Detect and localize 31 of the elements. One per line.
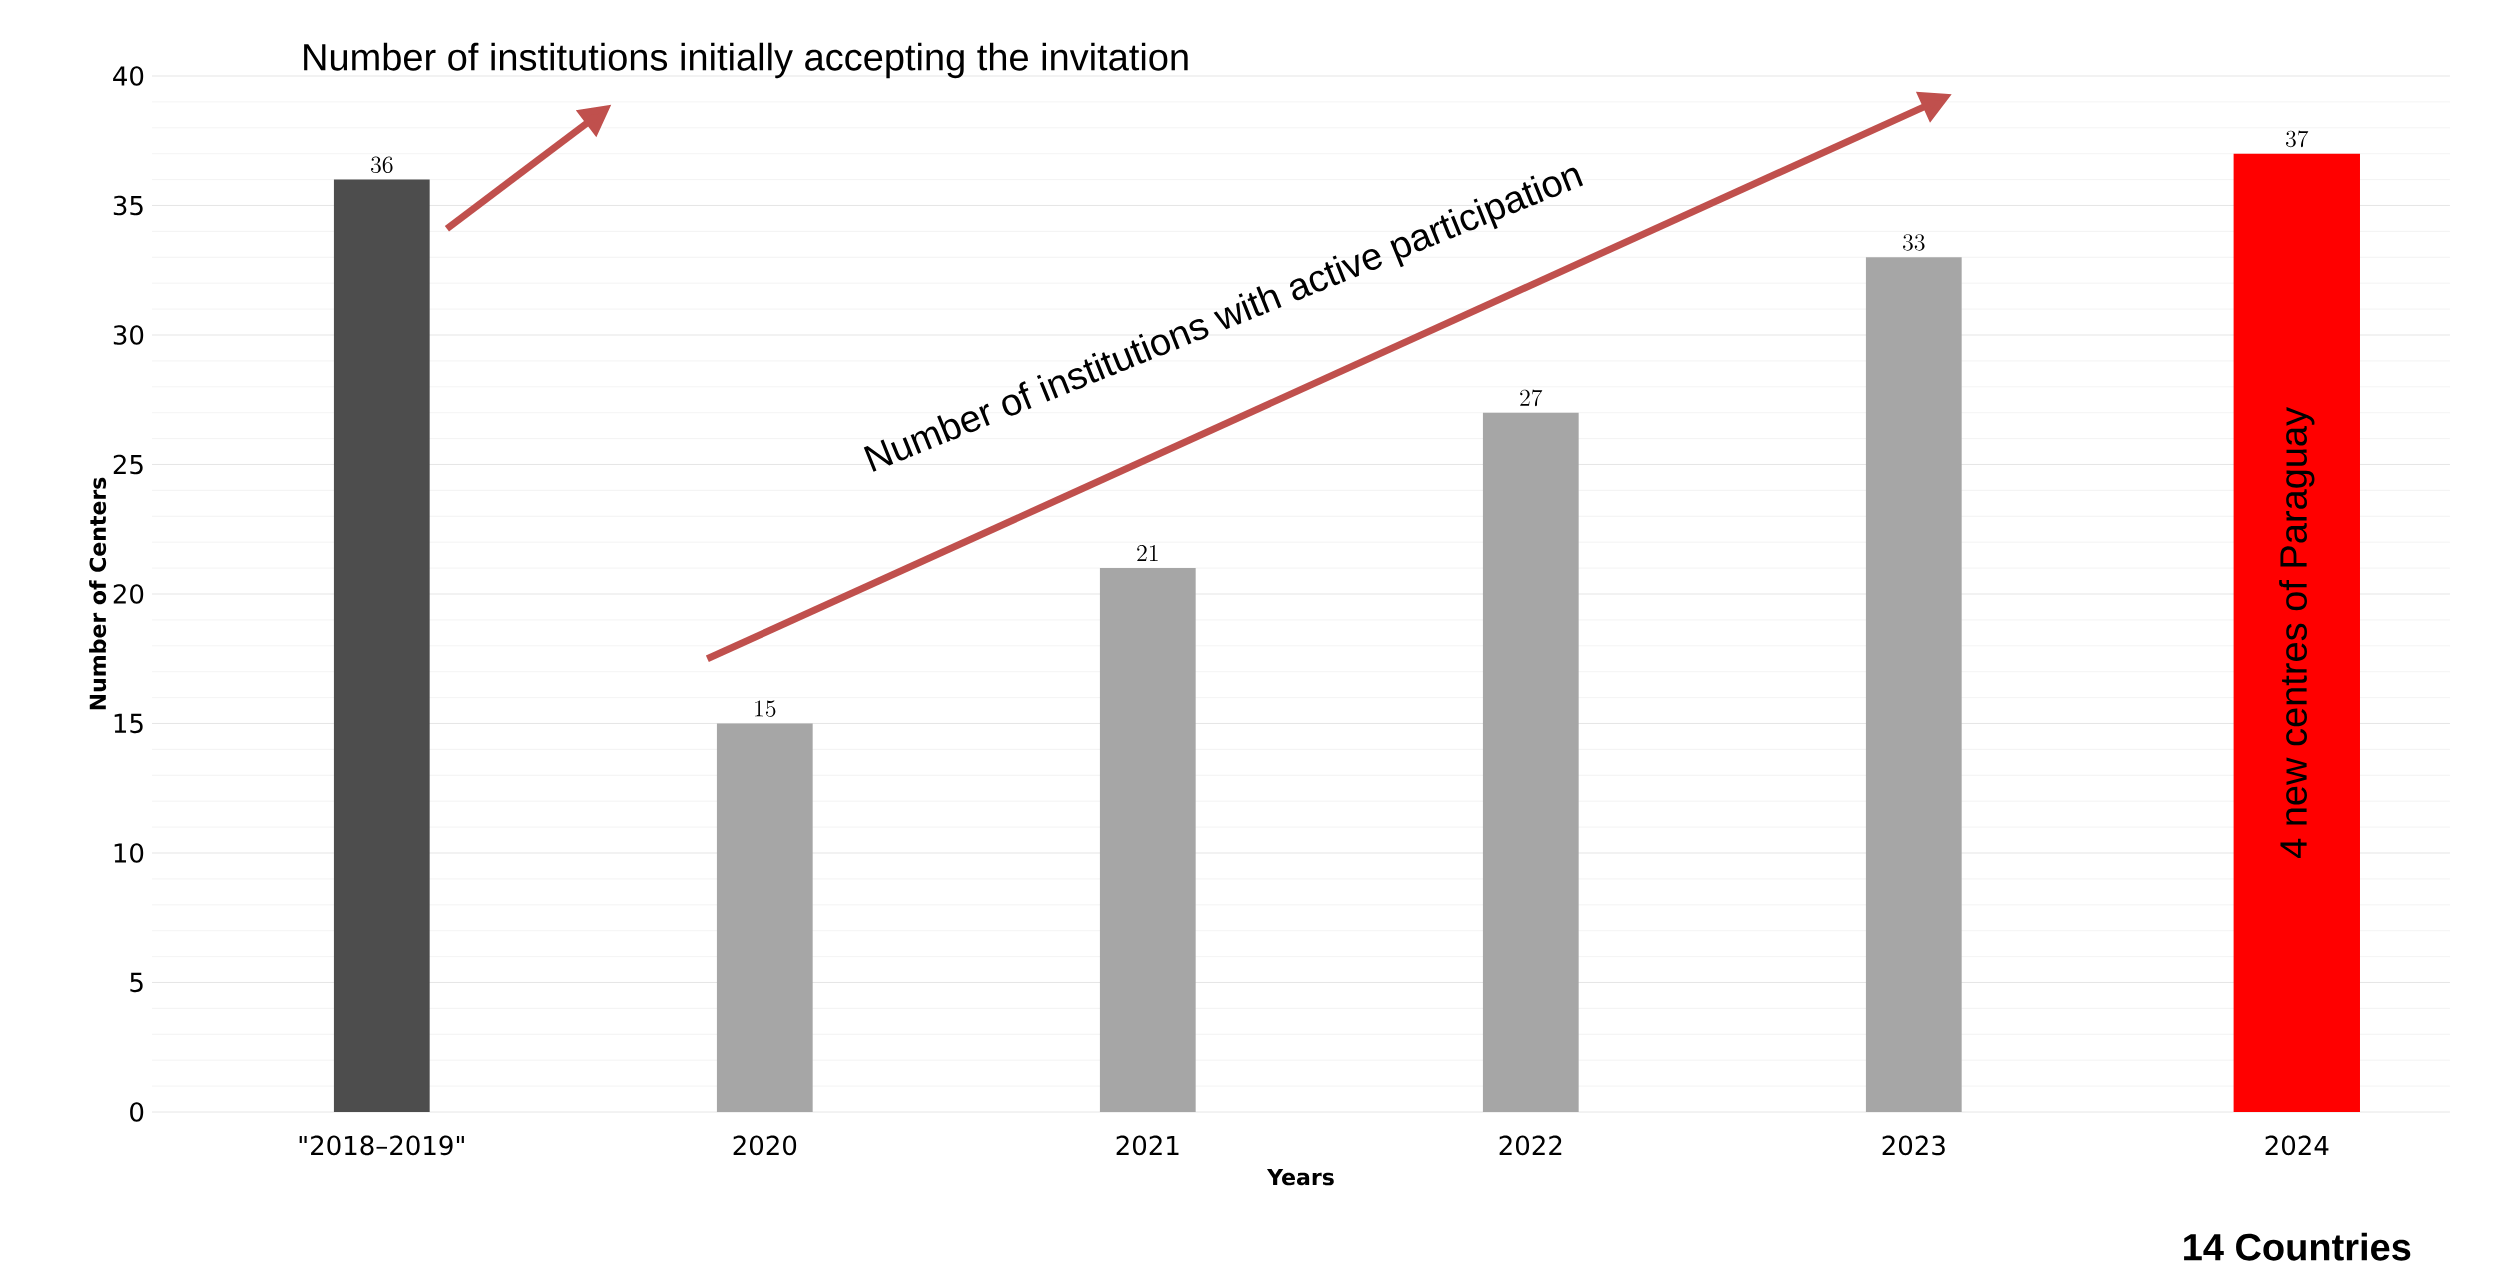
bar (716, 723, 813, 1112)
x-tick-label: 2020 (733, 1135, 797, 1156)
x-tick-label: 2021 (1116, 1135, 1179, 1156)
bar (333, 179, 430, 1112)
annotation: 4 new centres of Paraguay (2279, 406, 2315, 858)
data-label: 27 (1520, 389, 1543, 407)
y-tick-label: 0 (130, 1102, 144, 1122)
y-tick-label: 25 (113, 454, 143, 475)
data-label: 15 (755, 700, 776, 717)
y-tick-label: 35 (113, 195, 143, 216)
x-tick-label: 2024 (2265, 1135, 2329, 1156)
y-axis-title: Number of Centers (89, 477, 107, 710)
y-tick-label: 20 (113, 584, 144, 604)
y-tick-label: 10 (114, 843, 144, 863)
x-tick-label: 2022 (1499, 1135, 1562, 1156)
data-label: 37 (2286, 130, 2309, 148)
y-tick-label: 15 (114, 713, 143, 734)
data-label: 21 (1137, 545, 1158, 562)
bar (1482, 412, 1579, 1112)
x-tick-label: "2018–2019" (299, 1135, 464, 1156)
text: 14 Countries (2184, 1232, 2411, 1261)
data-label: 33 (1903, 234, 1925, 251)
bar (1865, 257, 1962, 1112)
x-axis-title: Years (1266, 1169, 1334, 1186)
bar (1099, 568, 1196, 1112)
y-tick-label: 30 (113, 325, 144, 345)
annotation: Number of institutions initially accepting the invitation (304, 42, 1188, 79)
y-tick-label: 40 (113, 66, 144, 86)
data-label: 36 (371, 156, 393, 174)
y-tick-label: 5 (130, 972, 143, 993)
x-tick-label: 2023 (1882, 1135, 1945, 1156)
